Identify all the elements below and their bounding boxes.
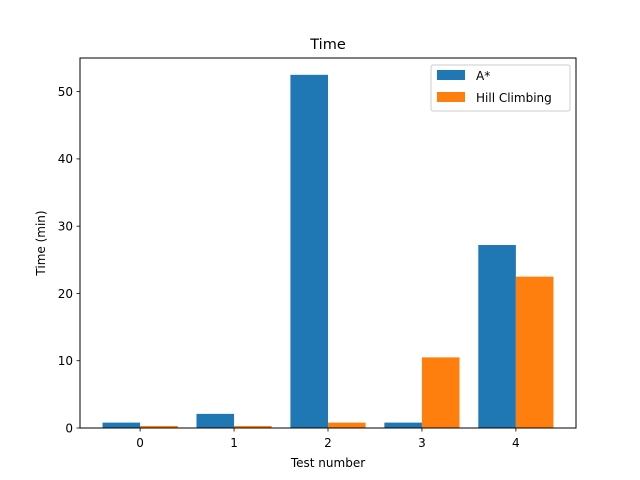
x-axis-label: Test number [290,456,365,470]
y-tick-label: 10 [58,354,73,368]
y-tick-label: 20 [58,287,73,301]
y-tick-label: 40 [58,152,73,166]
bar-a-star-test-2 [290,74,328,429]
bar-a-star-test-4 [478,245,516,428]
bars-group [102,74,554,429]
legend-label-a-star: A* [476,69,490,83]
x-tick-label: 2 [324,436,332,450]
plot-frame [79,57,577,429]
bar-a-star-test-0 [102,422,141,428]
bar-hill-climbing-test-3 [421,357,460,428]
legend-swatch-a-star [437,70,465,80]
bar-hill-climbing-test-0 [140,425,178,428]
legend-box [430,64,571,112]
bar-a-star-test-3 [384,422,422,428]
legend-label-hill-climbing: Hill Climbing [476,91,552,105]
x-axis-ticks: 0 1 2 3 4 [136,428,520,450]
chart-title: Time [309,37,346,53]
y-axis-label: Time (min) [34,210,48,276]
y-tick-label: 30 [58,219,73,233]
bar-hill-climbing-test-4 [515,276,554,428]
bar-hill-climbing-test-2 [328,422,366,428]
bar-a-star-test-1 [196,413,235,428]
y-axis-ticks: 0 10 20 30 40 50 [58,85,80,435]
bar-hill-climbing-test-1 [234,425,272,428]
legend-swatch-hill-climbing [437,92,465,102]
legend: A* Hill Climbing [430,64,571,112]
y-tick-label: 0 [65,421,73,435]
x-tick-label: 4 [512,436,520,450]
x-tick-label: 0 [136,436,144,450]
x-tick-label: 3 [418,436,426,450]
x-tick-label: 1 [230,436,238,450]
y-tick-label: 50 [58,85,73,99]
